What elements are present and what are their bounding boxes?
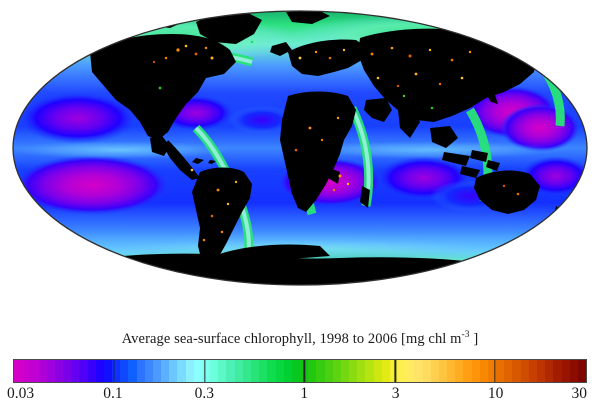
globe-outline bbox=[12, 10, 588, 286]
colorbar-swatch bbox=[569, 360, 578, 382]
colorbar-swatch bbox=[512, 360, 521, 382]
colorbar-swatch bbox=[398, 360, 407, 382]
colorbar-tick-label: 3 bbox=[391, 385, 400, 402]
colorbar-swatch bbox=[577, 360, 586, 382]
colorbar-swatch bbox=[349, 360, 358, 382]
mollweide-map bbox=[12, 10, 588, 286]
colorbar-swatch bbox=[177, 360, 186, 382]
colorbar-swatch bbox=[496, 360, 505, 382]
colorbar-swatch bbox=[259, 360, 268, 382]
colorbar-swatch bbox=[144, 360, 153, 382]
map-data-layer bbox=[13, 11, 587, 285]
colorbar-swatch bbox=[528, 360, 537, 382]
colorbar-swatch bbox=[185, 360, 194, 382]
colorbar-swatch bbox=[226, 360, 235, 382]
colorbar-swatch bbox=[406, 360, 415, 382]
colorbar-tick-label: 0.03 bbox=[7, 385, 35, 402]
colorbar-swatch bbox=[504, 360, 513, 382]
colorbar-swatch bbox=[422, 360, 431, 382]
colorbar-swatch bbox=[479, 360, 488, 382]
colorbar-swatch bbox=[300, 360, 309, 382]
colorbar-tick-label: 0.3 bbox=[194, 385, 214, 402]
colorbar-swatch bbox=[71, 360, 80, 382]
colorbar-swatch bbox=[471, 360, 480, 382]
colorbar-swatch bbox=[161, 360, 170, 382]
colorbar-swatch bbox=[447, 360, 456, 382]
colorbar-title-tail: ] bbox=[469, 331, 479, 347]
colorbar-swatch bbox=[193, 360, 202, 382]
colorbar-swatch bbox=[373, 360, 382, 382]
colorbar-swatch bbox=[120, 360, 129, 382]
colorbar-swatch bbox=[87, 360, 96, 382]
colorbar-gradient[interactable] bbox=[13, 359, 587, 383]
colorbar-swatch bbox=[46, 360, 55, 382]
colorbar-swatch bbox=[14, 360, 23, 382]
colorbar-swatch bbox=[103, 360, 113, 382]
colorbar-swatch bbox=[414, 360, 423, 382]
colorbar-tick-label: 10 bbox=[487, 385, 504, 402]
colorbar-swatch bbox=[561, 360, 570, 382]
colorbar-swatch bbox=[438, 360, 448, 382]
colorbar-swatch bbox=[357, 360, 366, 382]
colorbar-swatch bbox=[169, 360, 178, 382]
colorbar-swatch bbox=[332, 360, 341, 382]
colorbar-swatch bbox=[316, 360, 325, 382]
colorbar-swatch bbox=[210, 360, 219, 382]
colorbar-swatch bbox=[520, 360, 529, 382]
colorbar-swatch bbox=[218, 360, 227, 382]
colorbar-title: Average sea-surface chlorophyll, 1998 to… bbox=[0, 330, 600, 348]
colorbar-swatch bbox=[54, 360, 64, 382]
colorbar-swatch bbox=[340, 360, 350, 382]
colorbar-tick-labels: 0.03 0.1 0.3 1 3 10 30 bbox=[7, 384, 588, 406]
colorbar-swatch bbox=[250, 360, 260, 382]
colorbar-swatch bbox=[38, 360, 47, 382]
colorbar-swatch bbox=[545, 360, 554, 382]
world-map-panel bbox=[12, 10, 588, 286]
colorbar[interactable] bbox=[13, 359, 587, 383]
colorbar-swatch bbox=[455, 360, 464, 382]
colorbar-swatch bbox=[389, 360, 399, 382]
colorbar-swatch bbox=[136, 360, 145, 382]
colorbar-swatch bbox=[324, 360, 333, 382]
colorbar-swatch bbox=[487, 360, 497, 382]
colorbar-swatch bbox=[22, 360, 31, 382]
colorbar-swatch bbox=[275, 360, 284, 382]
colorbar-tick-label: 0.1 bbox=[103, 385, 123, 402]
colorbar-swatch bbox=[553, 360, 562, 382]
colorbar-swatch bbox=[365, 360, 374, 382]
colorbar-swatch bbox=[112, 360, 121, 382]
colorbar-swatch bbox=[128, 360, 137, 382]
colorbar-swatch bbox=[283, 360, 292, 382]
inland-speckle bbox=[152, 40, 520, 242]
colorbar-swatch bbox=[201, 360, 211, 382]
colorbar-swatch bbox=[152, 360, 162, 382]
colorbar-swatch bbox=[308, 360, 317, 382]
colorbar-swatch bbox=[537, 360, 546, 382]
colorbar-swatch bbox=[381, 360, 390, 382]
colorbar-swatch bbox=[234, 360, 243, 382]
colorbar-title-main: Average sea-surface chlorophyll, 1998 to… bbox=[121, 331, 462, 347]
colorbar-swatch bbox=[79, 360, 88, 382]
colorbar-swatch bbox=[63, 360, 72, 382]
colorbar-swatch bbox=[95, 360, 104, 382]
colorbar-title-exponent: -3 bbox=[461, 330, 470, 341]
colorbar-swatch bbox=[242, 360, 251, 382]
colorbar-swatch bbox=[463, 360, 472, 382]
colorbar-swatch bbox=[267, 360, 276, 382]
colorbar-swatch bbox=[291, 360, 301, 382]
colorbar-swatch-strip bbox=[14, 360, 586, 382]
colorbar-swatch bbox=[30, 360, 39, 382]
colorbar-swatch bbox=[430, 360, 439, 382]
colorbar-tick-label: 30 bbox=[571, 385, 588, 402]
colorbar-tick-label: 1 bbox=[300, 385, 309, 402]
